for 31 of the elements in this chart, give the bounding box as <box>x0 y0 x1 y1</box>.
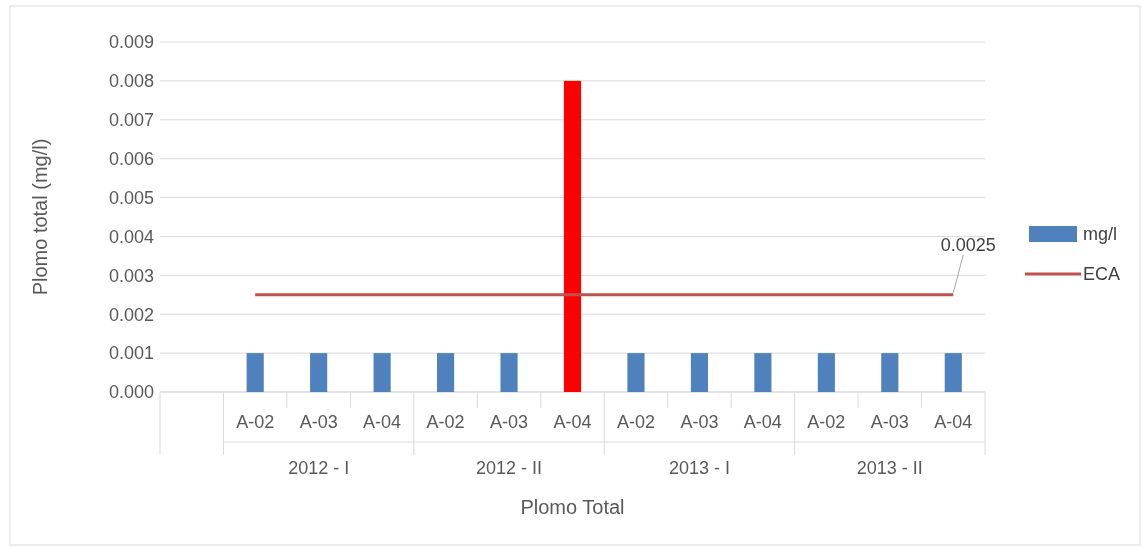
x-tick-label: A-03 <box>680 412 719 433</box>
text: 2012 - II <box>476 458 543 479</box>
legend-label: mg/l <box>1083 224 1118 245</box>
y-tick-label: 0.000 <box>108 382 154 403</box>
y-tick-label: 0.006 <box>108 148 154 169</box>
text: 2013 - I <box>668 458 730 479</box>
y-tick-label: 0.008 <box>108 71 154 92</box>
x-tick-label: A-04 <box>934 412 973 433</box>
x-tick-label: A-03 <box>870 412 909 433</box>
x-tick-label: A-02 <box>807 412 846 433</box>
x-tick-label: A-03 <box>299 412 338 433</box>
y-axis-title: Plomo total (mg/l) <box>29 138 51 296</box>
x-tick-label: A-04 <box>743 412 782 433</box>
x-tick-label: A-03 <box>490 412 529 433</box>
y-tick-label: 0.001 <box>108 343 154 364</box>
x-tick-label: A-02 <box>426 412 465 433</box>
x-tick-label: A-04 <box>363 412 402 433</box>
text: 2013 - II <box>856 458 923 479</box>
x-tick-label: A-02 <box>236 412 275 433</box>
y-tick-label: 0.004 <box>108 226 154 247</box>
y-tick-label: 0.009 <box>108 32 154 53</box>
y-tick-label: 0.002 <box>108 304 154 325</box>
y-tick-label: 0.003 <box>108 265 154 286</box>
x-tick-label: A-04 <box>553 412 592 433</box>
y-tick-label: 0.005 <box>108 187 154 208</box>
x-axis-title: Plomo Total <box>520 496 625 518</box>
x-tick-label: A-02 <box>616 412 655 433</box>
text: 2012 - I <box>288 458 350 479</box>
data-label: 0.0025 <box>940 235 996 256</box>
legend-label: ECA <box>1083 264 1121 285</box>
y-tick-label: 0.007 <box>108 110 154 131</box>
